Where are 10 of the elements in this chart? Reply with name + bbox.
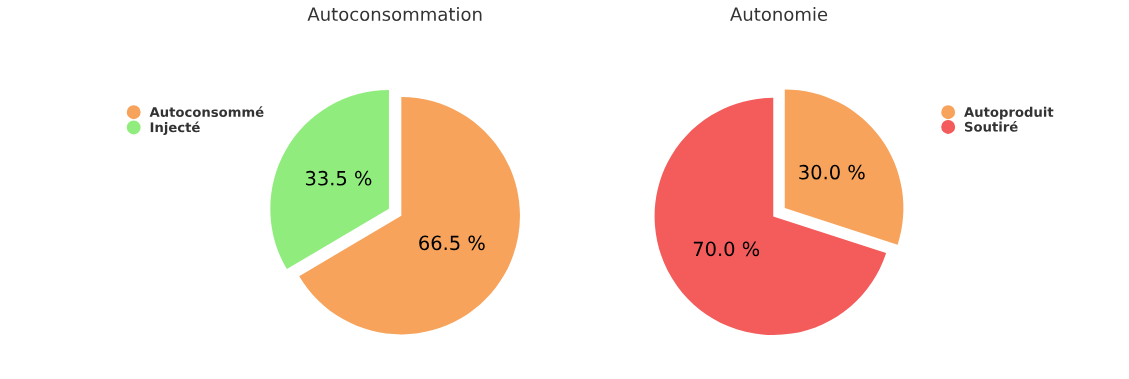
legend-label: Autoconsommé	[149, 106, 264, 117]
legend-label: Injecté	[150, 121, 200, 135]
data-label: 33.5 %	[305, 170, 372, 186]
chart-title: Autoconsommation	[307, 7, 482, 22]
data-label: 66.5 %	[419, 235, 485, 251]
chart-title: Autonomie	[730, 7, 828, 22]
data-label: 70.0 %	[693, 241, 760, 257]
data-label: 30.0 %	[799, 164, 865, 180]
legend-label: Autoproduit	[964, 106, 1054, 120]
legend-label: Soutiré	[964, 121, 1018, 132]
